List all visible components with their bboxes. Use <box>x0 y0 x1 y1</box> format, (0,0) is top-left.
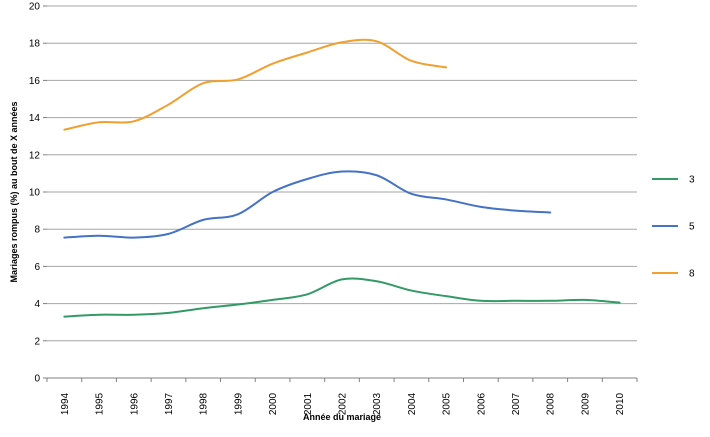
legend-label-8: 8 <box>689 269 695 280</box>
x-tick-label: 2005 <box>442 392 453 415</box>
y-tick-label: 10 <box>29 188 41 199</box>
x-tick-label: 2010 <box>615 392 626 415</box>
y-tick-label: 6 <box>34 262 40 273</box>
legend: 3 5 8 <box>652 175 695 280</box>
series-line-3 <box>63 277 621 318</box>
x-axis-ticks: 1994 1995 1996 1997 1998 1999 2000 2001 2002 2003… <box>46 378 638 415</box>
x-tick-label: 1998 <box>199 392 210 415</box>
y-tick-label: 18 <box>29 39 41 50</box>
x-tick-label: 2009 <box>580 392 591 415</box>
x-tick-label: 1997 <box>164 392 175 415</box>
x-tick-label: 2007 <box>511 392 522 415</box>
x-tick-label: 2001 <box>303 392 314 415</box>
x-tick-label: 2002 <box>338 392 349 415</box>
series-line-8 <box>63 38 448 131</box>
y-tick-label: 12 <box>29 150 41 161</box>
legend-label-3: 3 <box>689 175 695 186</box>
x-tick-label: 2000 <box>268 392 279 415</box>
y-axis-title: Mariages rompus (%) au bout de X années <box>9 101 19 282</box>
y-tick-label: 20 <box>29 2 41 13</box>
y-tick-label: 0 <box>34 374 40 385</box>
y-tick-label: 16 <box>29 76 41 87</box>
x-tick-label: 2008 <box>546 392 557 415</box>
series-lines <box>63 38 621 318</box>
y-tick-label: 2 <box>34 336 40 347</box>
x-tick-label: 2004 <box>407 392 418 415</box>
x-tick-label: 1996 <box>129 392 140 415</box>
x-tick-label: 1999 <box>233 392 244 415</box>
y-tick-label: 4 <box>34 299 40 310</box>
x-tick-label: 2003 <box>372 392 383 415</box>
x-tick-label: 2006 <box>476 392 487 415</box>
y-axis-ticks: 0 2 4 6 8 10 12 14 16 18 20 <box>29 2 47 385</box>
y-tick-label: 14 <box>29 113 41 124</box>
gridlines <box>47 5 637 342</box>
y-tick-label: 8 <box>34 225 40 236</box>
x-axis-title: Année du mariage <box>303 412 381 422</box>
series-line-5 <box>63 170 552 239</box>
x-tick-label: 1995 <box>95 392 106 415</box>
x-tick-label: 1994 <box>60 392 71 415</box>
legend-label-5: 5 <box>689 222 695 233</box>
